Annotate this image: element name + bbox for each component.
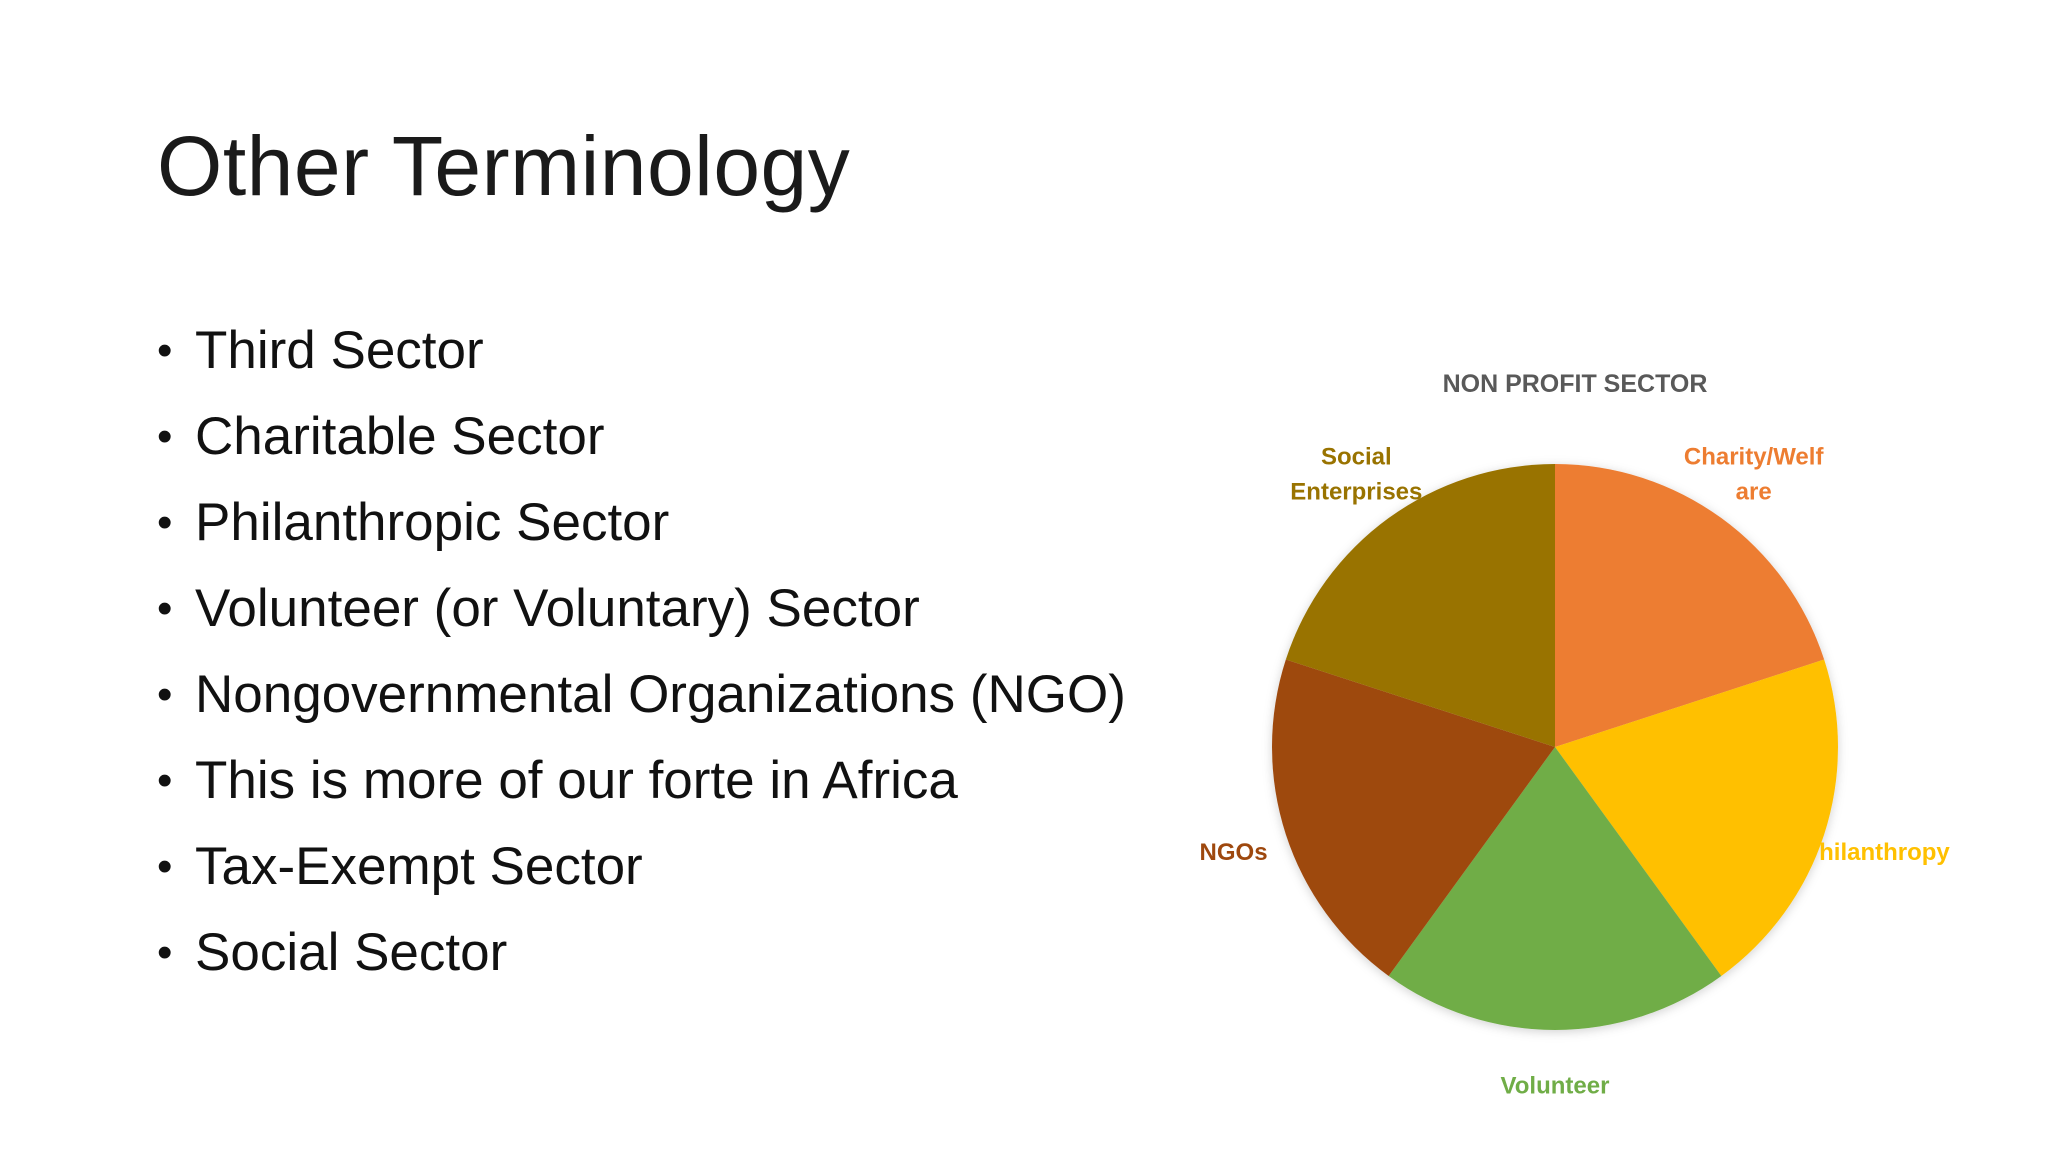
bullet-dot-icon: • (157, 670, 173, 719)
bullet-text: Third Sector (195, 321, 484, 380)
bullet-text: Social Sector (195, 923, 508, 982)
slide-title: Other Terminology (157, 119, 851, 213)
bullet-item: • Volunteer (or Voluntary) Sector (155, 566, 1126, 652)
pie-slice-philanthropy (1555, 659, 1838, 976)
bullet-dot-icon: • (157, 928, 173, 977)
bullet-dot-icon: • (157, 498, 173, 547)
bullet-list: • Third Sector • Charitable Sector • Philan… (155, 308, 1126, 996)
bullet-item: • Charitable Sector (155, 394, 1126, 480)
bullet-item: • This is more of our forte in Africa (155, 738, 1126, 824)
chart-title: NON PROFIT SECTOR (1443, 370, 1708, 398)
bullet-text: This is more of our forte in Africa (195, 751, 958, 810)
bullet-item: • Tax-Exempt Sector (155, 824, 1126, 910)
bullet-dot-icon: • (157, 756, 173, 805)
bullet-dot-icon: • (157, 326, 173, 375)
pie-chart: NON PROFIT SECTOR Charity/Welf are Philant… (1200, 370, 1951, 1099)
pie-slice-charity-welfare (1555, 464, 1825, 747)
pie-label: Philanthropy (1803, 839, 1950, 866)
bullet-dot-icon: • (157, 842, 173, 891)
bullet-item: • Philanthropic Sector (155, 480, 1126, 566)
pie-slice-social-enterprises (1285, 464, 1555, 747)
bullet-text: Philanthropic Sector (195, 493, 670, 552)
bullet-item: • Third Sector (155, 308, 1126, 394)
bullet-dot-icon: • (157, 584, 173, 633)
pie-label: Charity/Welf are (1684, 443, 1825, 505)
bullet-item: • Nongovernmental Organizations (NGO) (155, 652, 1126, 738)
pie-slice-volunteer (1388, 747, 1722, 1030)
pie-label: Volunteer (1501, 1072, 1610, 1099)
pie-slice-ngos (1272, 659, 1555, 976)
pie-label: Social Enterprises (1290, 443, 1422, 505)
pie-label: NGOs (1200, 839, 1268, 866)
bullet-text: Nongovernmental Organizations (NGO) (195, 665, 1126, 724)
bullet-text: Charitable Sector (195, 407, 605, 466)
bullet-text: Volunteer (or Voluntary) Sector (195, 579, 920, 638)
bullet-text: Tax-Exempt Sector (195, 837, 643, 896)
bullet-item: • Social Sector (155, 910, 1126, 996)
bullet-dot-icon: • (157, 412, 173, 461)
